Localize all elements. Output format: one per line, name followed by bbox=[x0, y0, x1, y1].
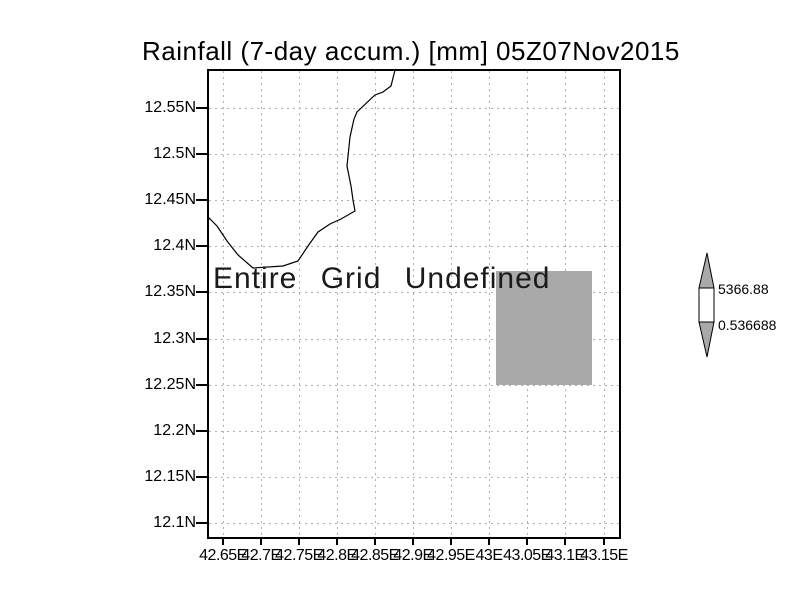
y-tick-mark bbox=[196, 107, 207, 109]
y-gridline bbox=[209, 385, 619, 386]
x-tick-mark bbox=[260, 538, 262, 545]
y-tick-label: 12.2N bbox=[153, 422, 196, 439]
x-tick-mark bbox=[603, 538, 605, 545]
x-tick-mark bbox=[412, 538, 414, 545]
x-gridline bbox=[299, 71, 300, 537]
y-gridline bbox=[209, 523, 619, 524]
x-tick-label: 43.15E bbox=[580, 547, 628, 564]
y-tick-label: 12.35N bbox=[144, 283, 196, 300]
y-tick-mark bbox=[196, 245, 207, 247]
y-tick-mark bbox=[196, 153, 207, 155]
x-tick-label: 43E bbox=[475, 547, 503, 564]
x-tick-mark bbox=[298, 538, 300, 545]
x-gridline bbox=[375, 71, 376, 537]
x-tick-label: 42.75E bbox=[275, 547, 323, 564]
y-gridline bbox=[209, 200, 619, 201]
x-tick-mark bbox=[374, 538, 376, 545]
y-tick-mark bbox=[196, 476, 207, 478]
y-tick-label: 12.15N bbox=[144, 468, 196, 485]
colorbar-top-arrow bbox=[698, 252, 715, 289]
y-gridline bbox=[209, 108, 619, 109]
x-tick-label: 42.65E bbox=[199, 547, 247, 564]
masked-region-rect bbox=[496, 271, 592, 385]
x-gridline bbox=[451, 71, 452, 537]
x-tick-mark bbox=[222, 538, 224, 545]
y-tick-mark bbox=[196, 430, 207, 432]
x-gridline bbox=[337, 71, 338, 537]
x-tick-label: 43.1E bbox=[545, 547, 585, 564]
y-tick-label: 12.25N bbox=[144, 376, 196, 393]
x-tick-label: 42.9E bbox=[393, 547, 433, 564]
y-tick-label: 12.45N bbox=[144, 191, 196, 208]
x-tick-label: 42.8E bbox=[317, 547, 357, 564]
y-tick-mark bbox=[196, 338, 207, 340]
colorbar-body bbox=[698, 287, 715, 323]
x-tick-label: 42.85E bbox=[351, 547, 399, 564]
y-gridline bbox=[209, 292, 619, 293]
x-tick-mark bbox=[336, 538, 338, 545]
x-gridline bbox=[413, 71, 414, 537]
y-tick-label: 12.55N bbox=[144, 99, 196, 116]
y-tick-label: 12.1N bbox=[153, 514, 196, 531]
x-tick-label: 42.7E bbox=[241, 547, 281, 564]
y-tick-mark bbox=[196, 522, 207, 524]
x-gridline bbox=[489, 71, 490, 537]
y-gridline bbox=[209, 339, 619, 340]
y-tick-mark bbox=[196, 199, 207, 201]
colorbar-bottom-arrow bbox=[698, 321, 715, 358]
y-gridline bbox=[209, 477, 619, 478]
y-tick-label: 12.4N bbox=[153, 237, 196, 254]
x-tick-mark bbox=[488, 538, 490, 545]
x-tick-mark bbox=[526, 538, 528, 545]
x-tick-label: 43.05E bbox=[503, 547, 551, 564]
y-gridline bbox=[209, 246, 619, 247]
x-gridline bbox=[261, 71, 262, 537]
undefined-grid-message: Entire Grid Undefined bbox=[213, 262, 551, 295]
plot-title: Rainfall (7-day accum.) [mm] 05Z07Nov201… bbox=[142, 36, 680, 66]
x-gridline bbox=[223, 71, 224, 537]
colorbar-max-label: 5366.88 bbox=[718, 281, 769, 297]
y-tick-mark bbox=[196, 384, 207, 386]
x-tick-label: 42.95E bbox=[427, 547, 475, 564]
y-tick-mark bbox=[196, 291, 207, 293]
x-tick-mark bbox=[564, 538, 566, 545]
y-tick-label: 12.3N bbox=[153, 330, 196, 347]
y-tick-label: 12.5N bbox=[153, 145, 196, 162]
x-tick-mark bbox=[450, 538, 452, 545]
x-gridline bbox=[604, 71, 605, 537]
y-gridline bbox=[209, 154, 619, 155]
colorbar-min-label: 0.536688 bbox=[718, 317, 777, 333]
map-frame bbox=[207, 69, 621, 539]
y-gridline bbox=[209, 431, 619, 432]
